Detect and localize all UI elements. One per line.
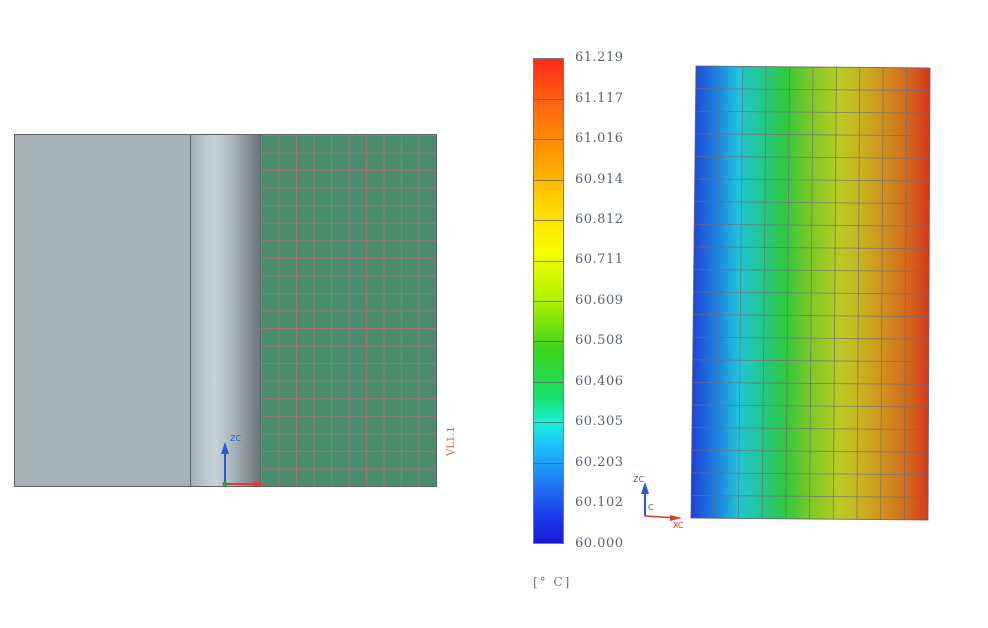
x-axis-arrow [670, 515, 682, 521]
legend-tick [534, 422, 563, 423]
temperature-contour-view[interactable] [685, 60, 935, 525]
mesh-line-horizontal [691, 494, 929, 498]
mesh-line-horizontal [694, 155, 930, 159]
mesh-line-horizontal [693, 268, 930, 272]
legend-unit-label: [° C] [533, 575, 572, 589]
legend-tick [534, 382, 563, 383]
geometry-view[interactable]: ПОВЕРХНОСТЬ(1) VL1.1 [14, 134, 457, 487]
legend-tick [534, 463, 563, 464]
mesh-line-horizontal [691, 449, 929, 453]
mesh-line-horizontal [692, 404, 929, 408]
legend-tick [534, 99, 563, 100]
legend-tick [534, 139, 563, 140]
coordinate-triad-left: ZC [221, 434, 266, 487]
legend-value: 60.508 [575, 333, 624, 348]
legend-tick [534, 220, 563, 221]
legend-value: 61.117 [575, 91, 624, 106]
contour-outline [690, 65, 931, 521]
cylinder-body[interactable] [190, 134, 262, 487]
x-axis-arrow [254, 481, 266, 487]
z-axis-label: ZC [633, 475, 644, 484]
mesh-line-horizontal [692, 336, 929, 340]
mesh-line-horizontal [695, 133, 930, 137]
contour-mesh-lines [691, 66, 930, 520]
mesh-line-horizontal [693, 246, 930, 250]
legend-tick [534, 341, 563, 342]
mesh-line-horizontal [694, 178, 930, 182]
mesh-line-horizontal [695, 110, 930, 114]
origin-label: C [648, 503, 654, 512]
mesh-line-horizontal [694, 201, 930, 205]
z-axis-arrow [641, 482, 649, 494]
mesh-line-horizontal [692, 381, 929, 385]
legend-value: 61.219 [575, 50, 624, 65]
z-axis-label: ZC [230, 434, 241, 443]
legend-tick [534, 180, 563, 181]
legend-value: 60.102 [575, 495, 624, 510]
legend-tick [534, 301, 563, 302]
mesh-line-horizontal [691, 472, 929, 476]
legend-value: 60.305 [575, 414, 624, 429]
legend-tick [534, 503, 563, 504]
z-axis-arrow [221, 442, 229, 454]
legend-value: 60.711 [575, 252, 624, 267]
mesh-line-horizontal [691, 427, 929, 431]
x-axis-label: XC [673, 521, 684, 530]
solid-plate[interactable] [14, 134, 192, 487]
mesh-line-horizontal [693, 291, 930, 295]
mesh-plate[interactable] [260, 134, 437, 487]
coordinate-triad-right: ZC XC C [633, 475, 684, 530]
legend-value: 60.609 [575, 293, 624, 308]
legend-value: 60.914 [575, 172, 624, 187]
mesh-line-horizontal [694, 223, 930, 227]
origin-marker [222, 481, 228, 487]
legend-value: 61.016 [575, 131, 624, 146]
legend-value: 60.406 [575, 374, 624, 389]
mesh-line-horizontal [693, 314, 929, 318]
mesh-line-horizontal [695, 88, 930, 92]
legend-tick [534, 261, 563, 262]
mesh-label: VL1.1 [446, 426, 457, 456]
color-legend-bar [533, 58, 564, 544]
legend-value: 60.812 [575, 212, 624, 227]
legend-value: 60.000 [575, 536, 624, 551]
mesh-line-horizontal [692, 359, 929, 363]
legend-value: 60.203 [575, 455, 624, 470]
